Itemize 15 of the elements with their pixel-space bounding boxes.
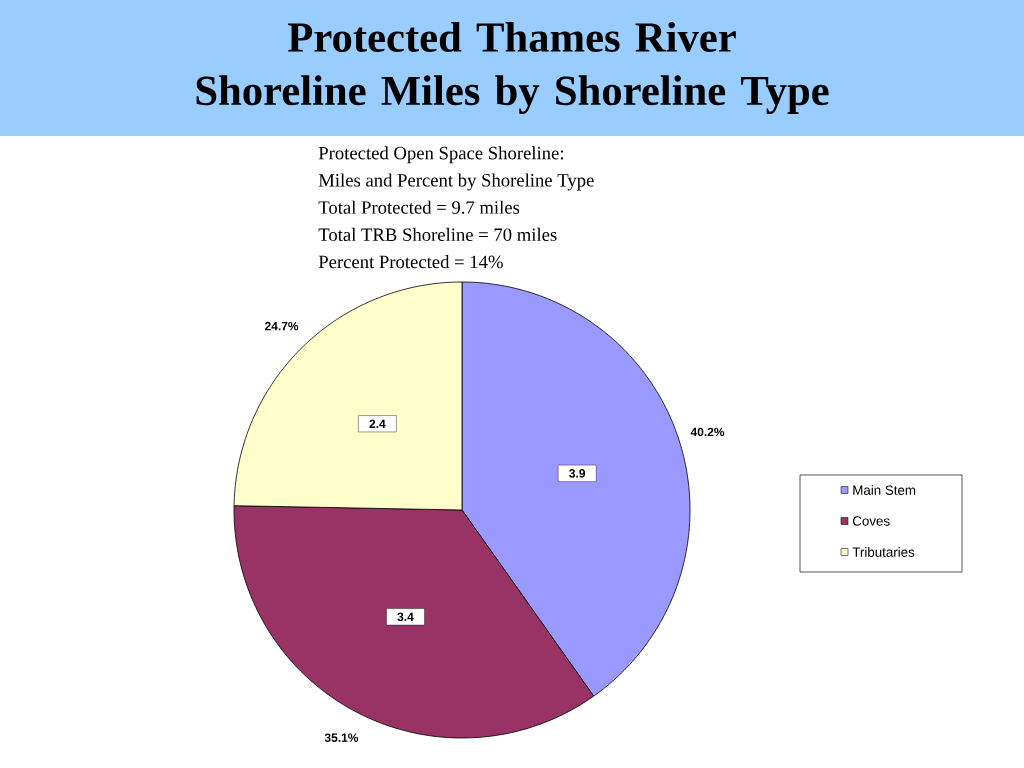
chart-title: Protected Thames River Shoreline Miles by Shoreline Type: [196, 21, 829, 115]
text: 2.4: [369, 419, 386, 428]
text: Total TRB Shoreline = 70 miles: [318, 227, 557, 241]
legend-label: Main Stem: [853, 485, 916, 495]
text: Protected Open Space Shoreline:: [318, 146, 564, 164]
data-label: 35.1%: [324, 733, 359, 742]
text: 3.4: [397, 612, 414, 622]
data-label: 24.7%: [264, 321, 299, 331]
text: 3.9: [569, 469, 586, 478]
text: Miles and Percent by Shoreline Type: [318, 173, 594, 191]
text: Total Protected = 9.7 miles: [318, 200, 520, 214]
text: Percent Protected = 14%: [318, 255, 503, 269]
legend-label: Coves: [852, 516, 890, 526]
legend-label: Tributaries: [852, 547, 915, 557]
data-label: 40.2%: [690, 427, 725, 437]
